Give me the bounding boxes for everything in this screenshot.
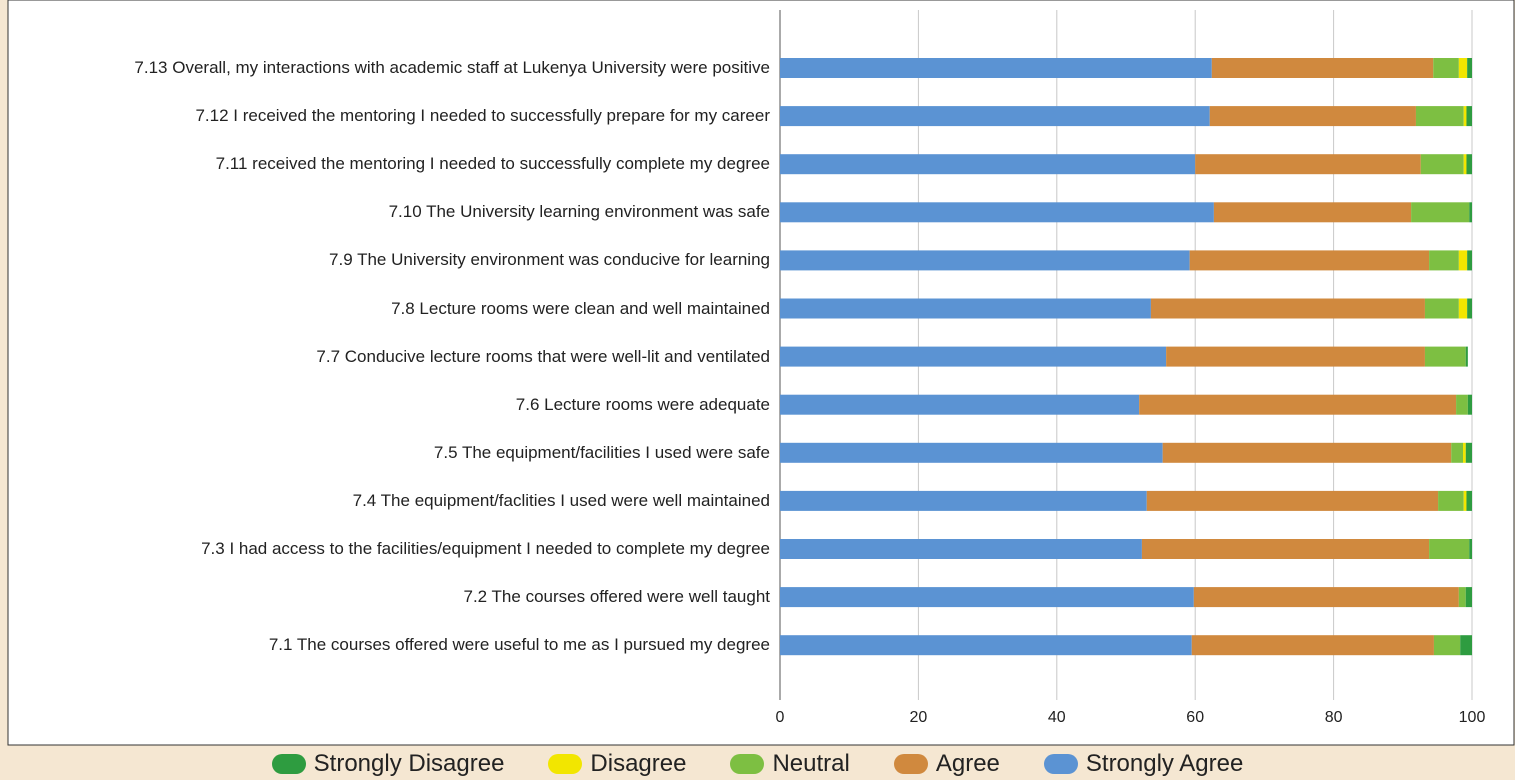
category-label: 7.13 Overall, my interactions with acade… [134,58,770,77]
bar-segment [780,346,1167,367]
legend-swatch [548,753,583,774]
bar-segment [780,394,1140,415]
bar-segment [780,490,1147,511]
legend-label: Neutral [772,749,850,777]
bar-segment [1467,298,1472,319]
bar-segment [1467,58,1472,78]
bar-segment [1420,154,1464,175]
bar-segment [1193,587,1459,608]
bar-segment [1433,635,1461,656]
bar-segment [1141,539,1430,559]
bar-segment [1150,298,1425,319]
bar-segment [1458,298,1468,319]
legend-swatch [271,753,306,774]
bar-segment [780,442,1163,463]
bar-segment [1463,154,1467,175]
bar-segment [780,635,1192,656]
bar-segment [780,587,1194,608]
bar-segment [1424,298,1459,319]
bar-segment [1465,346,1468,367]
category-label: 7.12 I received the mentoring I needed t… [195,106,770,126]
bar-segment [1463,442,1466,463]
bar-segment [1463,490,1467,511]
bar-segment [1466,490,1472,511]
category-label: 7.7 Conducive lecture rooms that were we… [316,346,770,366]
bar-segment [1429,539,1470,559]
bar-segment [1189,250,1430,271]
legend: Strongly Disagree Disagree Neutral Agree Str… [0,747,1515,780]
x-tick-label: 80 [1325,709,1343,726]
bar-segment [1415,106,1464,127]
legend-item: Neutral [730,749,850,778]
bar-segment [1465,442,1472,463]
legend-label: Strongly Agree [1085,749,1244,777]
bar-segment [1213,202,1412,223]
category-label: 7.4 The equipment/faclities I used were … [352,490,770,510]
bar-segment [1139,394,1457,415]
bar-segment [780,58,1212,78]
bar-segment [1146,490,1439,511]
bar-segment [780,298,1151,319]
bar-segment [1467,394,1472,415]
category-label: 7.5 The equipment/facilities I used were… [433,442,770,462]
x-tick-label: 60 [1186,709,1204,726]
category-label: 7.8 Lecture rooms were clean and well ma… [391,298,770,318]
bar-segment [1166,346,1425,367]
category-label: 7.10 The University learning environment… [388,202,770,222]
legend-swatch [1043,753,1078,774]
category-label: 7.3 I had access to the facilities/equip… [201,539,770,558]
legend-label: Agree [935,749,1000,777]
bar-segment [1429,250,1459,271]
bar-segment [780,154,1196,175]
bar-segment [1466,154,1472,175]
bar-segment [1191,635,1434,656]
bar-segment [1424,346,1466,367]
bar-segment [1458,250,1468,271]
category-label: 7.2 The courses offered were well taught [463,587,771,607]
legend-item: Strongly Agree [1043,749,1244,778]
x-tick-label: 40 [1048,709,1066,726]
bar-segment [780,106,1210,127]
bar-segment [1465,587,1472,608]
category-label: 7.9 The University environment was condu… [329,250,770,270]
bar-segment [1458,58,1468,78]
legend-swatch [893,753,928,774]
bar-segment [1466,106,1472,127]
category-label: 7.1 The courses offered were useful to m… [268,635,770,655]
legend-swatch [730,753,765,774]
bar-segment [1469,539,1472,559]
bar-segment [1467,250,1472,271]
legend-item: Agree [893,749,1000,778]
bar-segment [780,539,1142,559]
bar-segment [1211,58,1434,78]
bar-segment [780,202,1214,223]
bar-segment [1438,490,1464,511]
bar-segment [1469,202,1472,223]
legend-label: Strongly Disagree [313,749,505,777]
bar-segment [1458,587,1466,608]
bar-segment [1162,442,1452,463]
bar-segment [1411,202,1470,223]
bar-segment [1463,106,1467,127]
x-tick-label: 0 [776,709,785,726]
bar-segment [1456,394,1468,415]
bar-segment [1209,106,1416,127]
legend-item: Disagree [548,750,686,778]
bar-segment [1195,154,1421,175]
x-tick-label: 100 [1459,709,1486,726]
bar-segment [1460,635,1472,656]
bar-segment [1433,58,1459,78]
bar-segment [1451,442,1464,463]
legend-label: Disagree [590,749,687,777]
category-label: 7.6 Lecture rooms were adequate [515,394,770,414]
category-label: 7.11 received the mentoring I needed to … [215,154,770,174]
bar-segment [780,250,1190,271]
x-tick-label: 20 [910,709,928,726]
legend-item: Strongly Disagree [271,749,505,778]
